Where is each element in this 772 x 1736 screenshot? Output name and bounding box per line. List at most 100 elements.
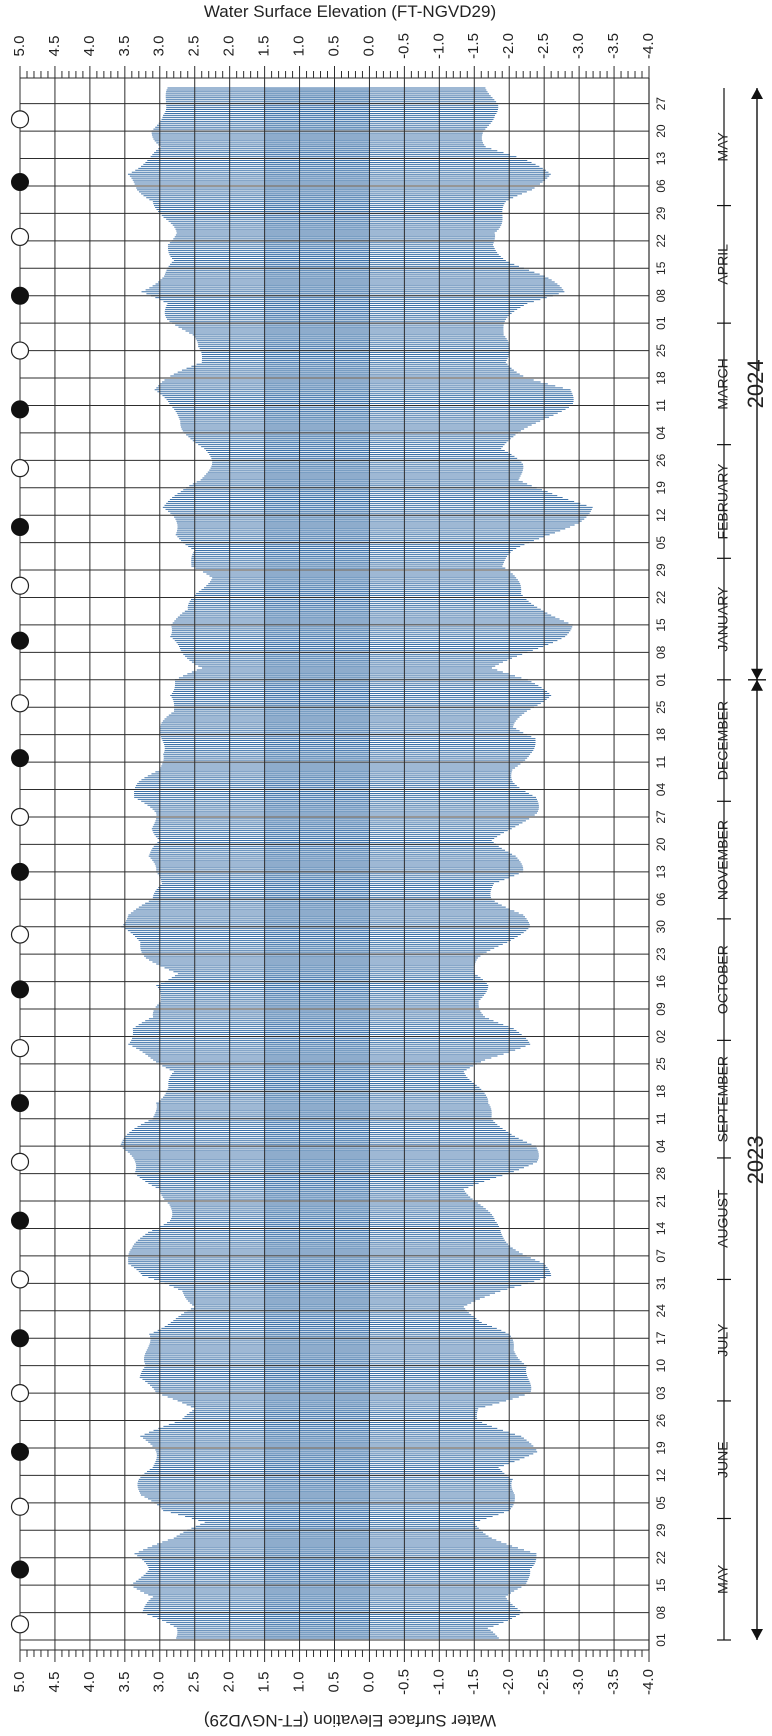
date-label: 04 <box>654 1139 668 1153</box>
date-label: 27 <box>654 97 668 111</box>
month-label: NOVEMBER <box>715 820 731 900</box>
x-tick-label-top: -3.5 <box>605 33 622 59</box>
date-labels: 01 08 15 22 29 05 12 19 26 03 10 17 24 31 07 14 21 28 04 11… <box>654 97 668 1647</box>
month-label: JANUARY <box>715 586 731 652</box>
x-tick-label-top: 3.5 <box>116 36 133 57</box>
date-label: 28 <box>654 1167 668 1181</box>
x-tick-label-bottom: 5.0 <box>11 1672 28 1693</box>
x-tick-label-bottom: 1.5 <box>256 1672 273 1693</box>
full-moon-marker <box>10 227 30 247</box>
month-label: OCTOBER <box>715 945 731 1014</box>
date-label: 25 <box>654 700 668 714</box>
date-label: 08 <box>654 1606 668 1620</box>
x-tick-label-top: 4.0 <box>81 36 98 57</box>
x-tick-label-top: -1.0 <box>430 33 447 59</box>
new-moon-marker <box>11 980 29 999</box>
date-label: 02 <box>654 1029 668 1043</box>
date-label: 04 <box>654 426 668 440</box>
x-tick-label-top: -4.0 <box>640 33 657 59</box>
date-label: 19 <box>654 1441 668 1455</box>
x-tick-label-bottom: -3.5 <box>605 1669 622 1695</box>
date-label: 21 <box>654 1194 668 1208</box>
date-label: 01 <box>654 673 668 687</box>
date-label: 30 <box>654 920 668 934</box>
date-label: 19 <box>654 481 668 495</box>
date-label: 12 <box>654 508 668 522</box>
x-tick-label-top: 1.5 <box>256 36 273 57</box>
date-label: 23 <box>654 947 668 961</box>
x-tick-label-bottom: 0.0 <box>360 1672 377 1693</box>
date-label: 14 <box>654 1221 668 1235</box>
month-label: FEBRUARY <box>715 463 731 540</box>
date-label: 11 <box>654 1112 668 1125</box>
full-moon-marker <box>10 1497 30 1516</box>
x-tick-label-top: 3.0 <box>151 36 168 57</box>
date-label: 22 <box>654 591 668 605</box>
full-moon-marker <box>10 341 30 360</box>
date-label: 06 <box>654 179 668 193</box>
date-label: 18 <box>654 1084 668 1098</box>
x-axis-title-top: Water Surface Elevation (FT-NGVD29) <box>203 2 497 21</box>
x-tick-label-bottom: 4.5 <box>46 1672 63 1693</box>
date-label: 31 <box>654 1276 668 1290</box>
new-moon-marker <box>11 631 29 650</box>
x-tick-label-top: 0.5 <box>325 36 342 57</box>
new-moon-marker <box>11 400 29 419</box>
full-moon-marker <box>10 110 30 129</box>
date-label: 15 <box>654 261 668 275</box>
date-label: 03 <box>654 1386 668 1400</box>
moon-phase-markers <box>10 110 30 1634</box>
x-tick-label-bottom: 4.0 <box>81 1672 98 1693</box>
date-label: 18 <box>654 728 668 742</box>
year-arrow <box>751 668 763 680</box>
month-label: MAY <box>715 1564 731 1594</box>
new-moon-marker <box>11 1560 29 1579</box>
date-label: 10 <box>654 1359 668 1373</box>
year-arrow <box>751 88 763 99</box>
month-label: JULY <box>715 1323 731 1357</box>
full-moon-marker <box>10 1039 30 1058</box>
month-label: APRIL <box>715 244 731 285</box>
month-label: JUNE <box>715 1441 731 1478</box>
new-moon-marker <box>11 173 29 192</box>
new-moon-marker <box>11 862 29 881</box>
date-label: 25 <box>654 344 668 358</box>
x-tick-label-top: 2.0 <box>221 36 238 57</box>
date-label: 24 <box>654 1304 668 1318</box>
x-tick-label-bottom: 2.0 <box>221 1672 238 1693</box>
x-tick-label-bottom: -1.0 <box>430 1669 447 1695</box>
date-label: 01 <box>654 316 668 330</box>
date-label: 13 <box>654 865 668 879</box>
x-tick-label-top: -1.5 <box>465 33 482 59</box>
new-moon-marker <box>11 1211 29 1230</box>
date-label: 29 <box>654 206 668 220</box>
date-label: 15 <box>654 618 668 632</box>
x-tick-label-top: 4.5 <box>46 36 63 57</box>
date-label: 27 <box>654 810 668 824</box>
date-label: 26 <box>654 1414 668 1428</box>
date-label: 12 <box>654 1468 668 1482</box>
month-label: AUGUST <box>715 1189 731 1248</box>
full-moon-marker <box>10 576 30 595</box>
date-label: 05 <box>654 536 668 550</box>
month-label: DECEMBER <box>715 701 731 780</box>
date-label: 22 <box>654 234 668 248</box>
month-label: MARCH <box>715 358 731 409</box>
month-label: SEPTEMBER <box>715 1056 731 1142</box>
full-moon-marker <box>10 1152 30 1171</box>
full-moon-marker <box>10 694 30 713</box>
x-tick-label-top: 1.0 <box>291 36 308 57</box>
new-moon-marker <box>11 749 29 768</box>
full-moon-marker <box>10 807 30 827</box>
date-label: 09 <box>654 1002 668 1016</box>
x-tick-label-bottom: -1.5 <box>465 1669 482 1695</box>
x-tick-label-top: -0.5 <box>395 33 412 59</box>
x-tick-label-top: 0.0 <box>360 36 377 57</box>
full-moon-marker <box>10 1270 30 1289</box>
year-arrow <box>751 679 763 691</box>
date-label: 06 <box>654 892 668 906</box>
date-label: 07 <box>654 1249 668 1263</box>
date-label: 29 <box>654 563 668 577</box>
date-label: 20 <box>654 837 668 851</box>
